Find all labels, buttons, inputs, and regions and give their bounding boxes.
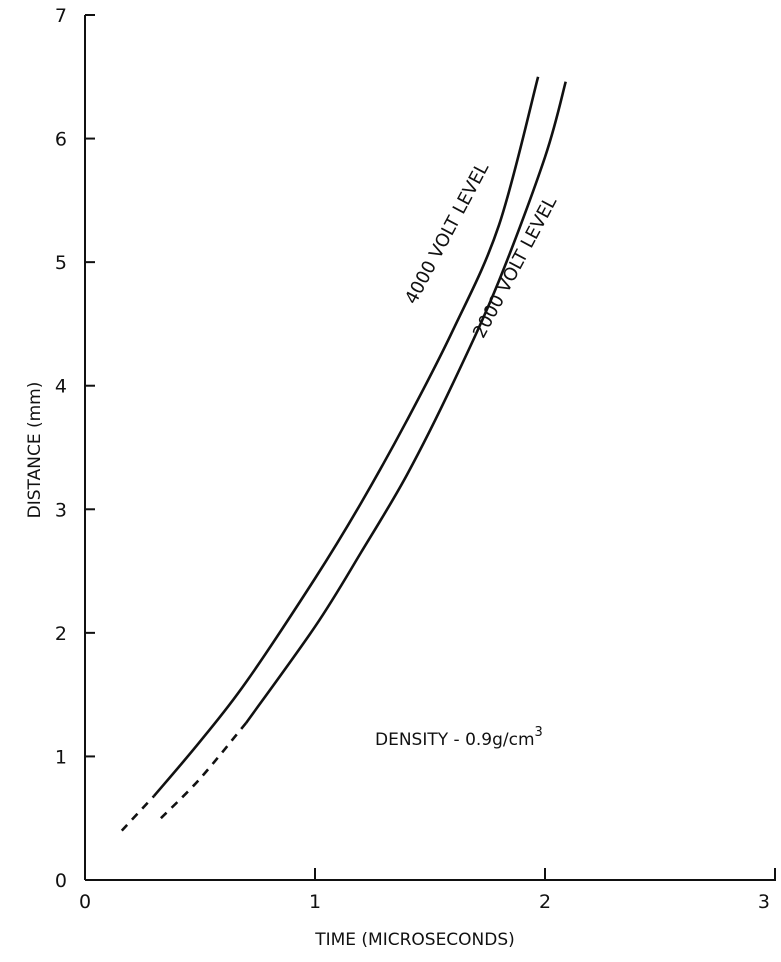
y-tick-label: 4	[55, 376, 67, 398]
density-annotation-superscript: 3	[535, 725, 543, 740]
series-layer	[120, 76, 567, 832]
series-2000-dashed-segment	[159, 722, 247, 820]
x-tick-label: 3	[758, 891, 770, 913]
x-tick-label: 2	[539, 891, 551, 913]
series-2000-line	[244, 81, 567, 724]
y-axis-ticks: 0 1 2 3 4 5 6 7	[55, 5, 95, 892]
x-axis-ticks: 0 1 2 3	[79, 868, 776, 913]
x-axis-title: TIME (MICROSECONDS)	[314, 930, 515, 950]
y-tick-label: 1	[55, 746, 67, 768]
series-label-4000-volt: 4000 VOLT LEVEL	[401, 159, 493, 308]
y-tick-label: 6	[55, 129, 67, 151]
y-tick-label: 0	[55, 870, 67, 892]
x-tick-label: 0	[79, 891, 91, 913]
y-tick-label: 5	[55, 252, 67, 274]
x-tick-label: 1	[309, 891, 321, 913]
y-tick-label: 7	[55, 5, 67, 27]
y-tick-label: 2	[55, 623, 67, 645]
series-4000-dashed-segment	[120, 795, 155, 832]
y-axis-title: DISTANCE (mm)	[25, 382, 45, 519]
density-annotation-text: DENSITY - 0.9g/cm	[375, 730, 535, 750]
density-annotation: DENSITY - 0.9g/cm3	[375, 725, 543, 750]
series-4000-line	[153, 76, 540, 797]
y-tick-label: 3	[55, 499, 67, 521]
